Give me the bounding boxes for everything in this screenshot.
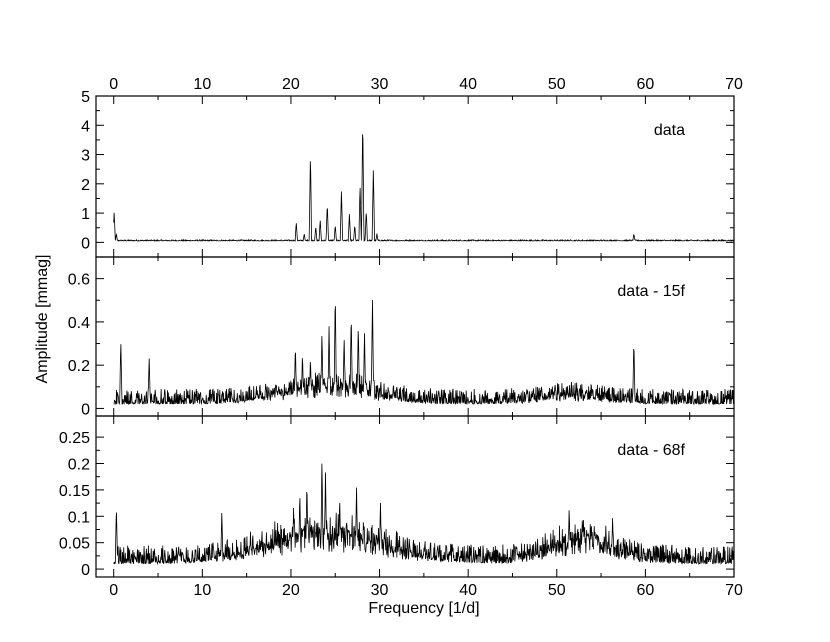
x-tick-label-top: 60 xyxy=(636,76,654,93)
y-tick-label: 3 xyxy=(81,148,90,165)
x-tick-label-bottom: 60 xyxy=(636,582,654,599)
y-tick-label: 0 xyxy=(81,235,90,252)
y-tick-label: 1 xyxy=(81,206,90,223)
panel-frame-2 xyxy=(95,256,735,417)
y-tick-label: 0.2 xyxy=(68,457,90,474)
bottom-x-tick-labels: 0 10 20 30 40 50 60 70 xyxy=(109,582,743,599)
y-tick-label: 0.1 xyxy=(68,509,90,526)
y-tick-label: 0.6 xyxy=(68,272,90,289)
spectrum-line-1 xyxy=(113,134,735,243)
x-tick-label-top: 10 xyxy=(193,76,211,93)
y-tick-label: 0.15 xyxy=(59,483,90,500)
spectrum-line-3 xyxy=(113,463,735,566)
y-tick-label: 0 xyxy=(81,562,90,579)
x-tick-label-bottom: 50 xyxy=(548,582,566,599)
panel-2: 0 0.2 0.4 0.6 data - 15f xyxy=(68,256,735,418)
x-tick-label-bottom: 30 xyxy=(371,582,389,599)
y-tick-label: 0.05 xyxy=(59,536,90,553)
x-tick-label-bottom: 40 xyxy=(459,582,477,599)
y-tick-label: 4 xyxy=(81,118,90,135)
y-axis-label: Amplitude [mmag] xyxy=(34,255,51,384)
panels-group: 0 1 2 3 4 5 data 0 0.2 0.4 0.6 data - 15f 0 0.05 0.1 0.… xyxy=(59,89,735,579)
x-axis-label: Frequency [1/d] xyxy=(368,600,479,617)
x-tick-label-bottom: 20 xyxy=(282,582,300,599)
panel-label-1: data xyxy=(654,122,685,139)
panel-3: 0 0.05 0.1 0.15 0.2 0.25 data - 68f xyxy=(59,415,735,579)
x-tick-label-bottom: 70 xyxy=(725,582,743,599)
panel-label-2: data - 15f xyxy=(617,283,685,300)
x-tick-label-bottom: 10 xyxy=(193,582,211,599)
x-tick-label-top: 50 xyxy=(548,76,566,93)
x-tick-label-top: 30 xyxy=(371,76,389,93)
panel-1: 0 1 2 3 4 5 data xyxy=(81,89,735,258)
x-tick-label-top: 0 xyxy=(109,76,118,93)
x-tick-label-top: 40 xyxy=(459,76,477,93)
x-tick-label-top: 70 xyxy=(725,76,743,93)
spectrum-line-2 xyxy=(113,299,735,406)
y-tick-label: 2 xyxy=(81,177,90,194)
x-tick-label-top: 20 xyxy=(282,76,300,93)
y-tick-label: 0 xyxy=(81,401,90,418)
panel-frame-3 xyxy=(95,415,735,578)
y-tick-label: 0.2 xyxy=(68,358,90,375)
top-x-tick-labels: 0 10 20 30 40 50 60 70 xyxy=(109,76,743,93)
y-tick-label: 0.25 xyxy=(59,430,90,447)
panel-frame-1 xyxy=(95,95,735,258)
y-tick-label: 0.4 xyxy=(68,315,90,332)
y-tick-label: 5 xyxy=(81,89,90,106)
panel-label-3: data - 68f xyxy=(617,442,685,459)
x-tick-label-bottom: 0 xyxy=(109,582,118,599)
